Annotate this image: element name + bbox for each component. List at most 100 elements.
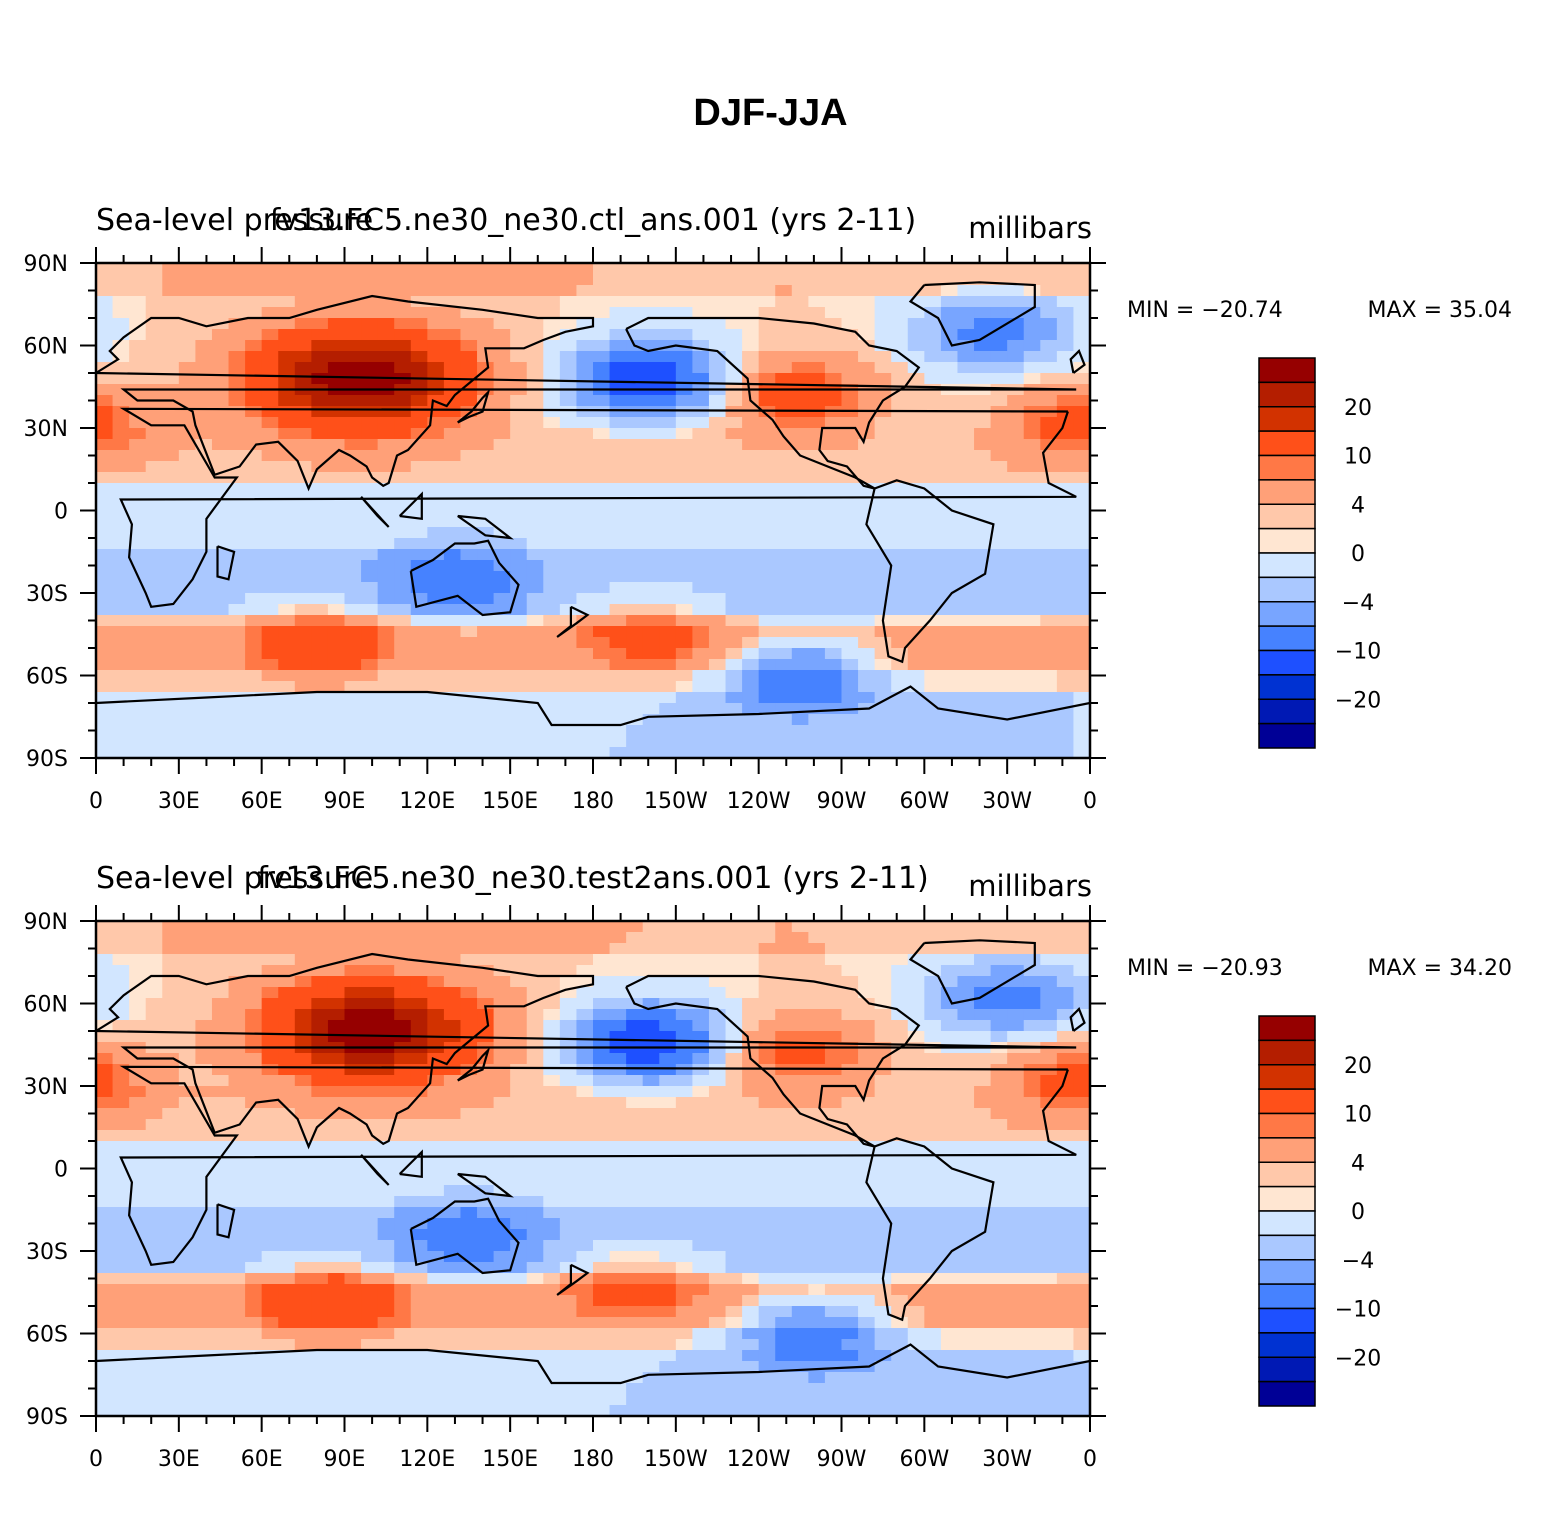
field-cell: [145, 1229, 163, 1241]
field-cell: [758, 1053, 776, 1065]
field-cell: [394, 1064, 412, 1076]
field-cell: [162, 615, 180, 627]
field-cell: [112, 483, 130, 495]
field-cell: [791, 648, 809, 660]
field-cell: [808, 362, 826, 374]
field-cell: [874, 747, 892, 758]
field-cell: [940, 505, 959, 517]
field-cell: [460, 450, 478, 462]
field-cell: [907, 932, 925, 944]
field-cell: [974, 1075, 992, 1087]
field-cell: [957, 1295, 975, 1307]
field-cell: [211, 747, 230, 758]
field-cell: [808, 1262, 826, 1274]
field-cell: [874, 274, 892, 286]
field-cell: [361, 615, 379, 627]
field-cell: [659, 1064, 677, 1076]
field-cell: [758, 428, 776, 440]
field-cell: [576, 626, 594, 638]
field-cell: [692, 450, 710, 462]
field-cell: [725, 395, 743, 407]
field-cell: [493, 954, 511, 966]
field-cell: [278, 1009, 296, 1021]
field-cell: [990, 285, 1008, 297]
field-cell: [593, 747, 611, 758]
field-cell: [974, 417, 992, 429]
field-cell: [924, 1031, 942, 1043]
field-cell: [228, 1108, 246, 1120]
field-cell: [178, 505, 196, 517]
field-cell: [211, 1240, 230, 1252]
field-cell: [957, 670, 975, 682]
field-cell: [708, 747, 727, 758]
field-cell: [559, 505, 578, 517]
field-cell: [609, 1229, 627, 1241]
field-cell: [974, 362, 992, 374]
field-cell: [1056, 626, 1075, 638]
field-cell: [742, 1097, 760, 1109]
field-cell: [1073, 670, 1090, 682]
field-cell: [907, 1163, 925, 1175]
field-cell: [874, 527, 892, 539]
field-cell: [924, 692, 942, 704]
field-cell: [725, 965, 743, 977]
field-cell: [559, 1251, 578, 1263]
field-cell: [559, 285, 578, 297]
field-cell: [593, 998, 611, 1010]
field-cell: [96, 395, 114, 407]
field-cell: [576, 1075, 594, 1087]
field-cell: [990, 1273, 1008, 1285]
field-cell: [858, 450, 876, 462]
field-cell: [211, 1185, 230, 1197]
field-cell: [1056, 921, 1075, 933]
field-cell: [907, 648, 925, 660]
field-cell: [576, 681, 594, 693]
field-cell: [940, 725, 959, 737]
field-cell: [891, 461, 909, 473]
field-cell: [808, 692, 826, 704]
field-cell: [228, 285, 246, 297]
field-cell: [245, 1031, 263, 1043]
field-cell: [559, 1075, 578, 1087]
field-cell: [1040, 921, 1058, 933]
field-cell: [510, 1185, 528, 1197]
field-cell: [510, 318, 528, 330]
field-cell: [758, 703, 776, 715]
field-cell: [1073, 395, 1090, 407]
field-cell: [1073, 736, 1090, 748]
field-cell: [808, 1218, 826, 1230]
field-cell: [675, 329, 693, 341]
field-cell: [311, 1196, 329, 1208]
field-cell: [1073, 428, 1090, 440]
field-cell: [725, 976, 743, 988]
field-cell: [443, 932, 462, 944]
field-cell: [1023, 1097, 1041, 1109]
field-cell: [758, 681, 776, 693]
field-cell: [361, 461, 379, 473]
field-cell: [245, 373, 263, 385]
field-cell: [576, 736, 594, 748]
field-cell: [443, 362, 462, 374]
field-cell: [162, 274, 180, 286]
field-cell: [1023, 954, 1041, 966]
field-cell: [211, 1196, 230, 1208]
field-cell: [493, 417, 511, 429]
y-tick-label: 0: [54, 500, 68, 525]
field-cell: [675, 714, 693, 726]
field-cell: [510, 932, 528, 944]
field-cell: [278, 703, 296, 715]
field-cell: [891, 373, 909, 385]
field-cell: [907, 1009, 925, 1021]
field-cell: [493, 604, 511, 616]
field-cell: [559, 362, 578, 374]
field-cell: [228, 263, 246, 275]
field-cell: [742, 1273, 760, 1285]
field-cell: [974, 505, 992, 517]
field-cell: [708, 285, 727, 297]
field-cell: [974, 274, 992, 286]
field-cell: [145, 1097, 163, 1109]
field-cell: [427, 1295, 445, 1307]
field-cell: [361, 1097, 379, 1109]
field-cell: [758, 417, 776, 429]
map-svg: Sea-level pressurefv13.FC5.ne30_ne30.ctl…: [24, 203, 1512, 814]
